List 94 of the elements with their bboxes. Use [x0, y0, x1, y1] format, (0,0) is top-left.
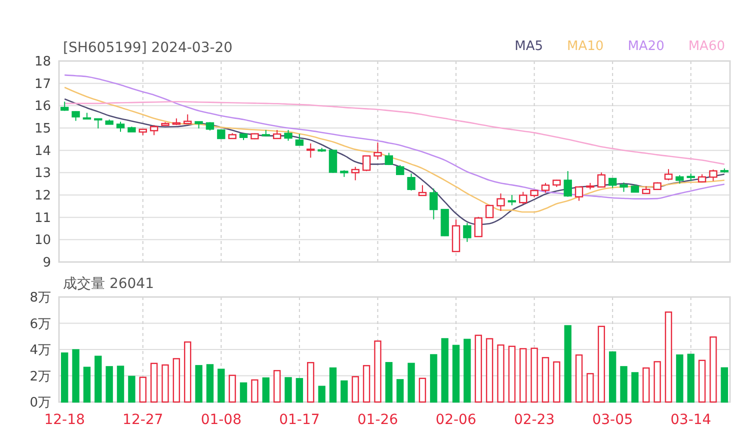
bar [542, 357, 550, 403]
bar [251, 379, 258, 403]
y-tick-label: 4万 [30, 343, 51, 358]
bar [352, 376, 359, 403]
text: MA20 [628, 39, 664, 54]
y-tick-label: 15 [34, 122, 51, 137]
x-tick-label: 01-17 [279, 412, 320, 428]
y-tick-label: 11 [34, 210, 51, 226]
bar [83, 366, 91, 403]
chart-title: [SH605199] 2024-03-20 [63, 40, 233, 56]
x-tick-label: 12-18 [44, 412, 85, 428]
y-tick-label: 13 [34, 166, 51, 182]
y-tick-label: 10 [34, 233, 51, 248]
bar [441, 338, 448, 403]
bar [362, 365, 370, 403]
chart-title: 成交量 26041 [63, 276, 154, 292]
bar [72, 349, 80, 403]
bar [642, 367, 650, 403]
bar [206, 364, 214, 403]
y-tick-label: 12 [34, 188, 51, 204]
bar [553, 361, 560, 403]
x-tick-label: 02-06 [436, 412, 476, 428]
bar [452, 344, 460, 403]
bar [106, 366, 113, 403]
text: MA5 [514, 39, 544, 54]
bar [598, 326, 605, 403]
bar [307, 362, 314, 403]
bar [139, 376, 146, 403]
line-series [64, 98, 726, 226]
bar [720, 367, 728, 403]
bar [530, 348, 538, 403]
bar [520, 348, 527, 403]
bar [284, 377, 292, 403]
bar [586, 373, 594, 403]
bar [464, 338, 471, 403]
bar [60, 352, 68, 403]
y-tick-label: 9 [42, 256, 51, 271]
bar [374, 340, 382, 403]
bar [162, 364, 169, 403]
bar [474, 334, 482, 403]
bar [408, 362, 415, 403]
bar [654, 361, 661, 403]
y-tick-label: 16 [34, 99, 51, 114]
bar [318, 386, 326, 403]
bar [497, 344, 504, 403]
y-tick-label: 0万 [30, 396, 51, 411]
bar [340, 380, 348, 403]
x-tick-label: 12-27 [122, 412, 164, 428]
text: MA60 [688, 39, 725, 54]
bar [240, 382, 248, 403]
bar [418, 378, 426, 403]
text: MA10 [567, 39, 604, 54]
line-series [64, 100, 726, 165]
bar [710, 336, 717, 403]
bar [396, 379, 404, 403]
bar [150, 362, 158, 403]
y-tick-label: 17 [34, 76, 51, 92]
bar [631, 372, 639, 403]
bar [698, 360, 706, 403]
bar [172, 358, 180, 403]
x-tick-label: 01-26 [357, 412, 398, 428]
bar [687, 354, 694, 403]
y-tick-label: 2万 [30, 369, 51, 384]
bar [385, 362, 393, 403]
line-series [64, 74, 726, 200]
bar [218, 368, 225, 403]
bar [508, 346, 516, 403]
bar [273, 370, 281, 403]
bar [329, 367, 337, 403]
x-tick-label: 03-14 [670, 412, 712, 428]
bar [184, 341, 192, 403]
bar [676, 354, 684, 403]
bar [608, 351, 616, 403]
bar [94, 356, 102, 403]
bar [564, 325, 572, 403]
bar [575, 354, 583, 403]
line-series [64, 86, 726, 213]
x-tick-label: 03-05 [592, 412, 633, 428]
bar [228, 374, 236, 403]
bar [116, 366, 124, 403]
bar [195, 365, 202, 403]
x-tick-label: 01-08 [200, 412, 242, 428]
y-tick-label: 18 [34, 54, 51, 70]
x-tick-label: 02-23 [514, 412, 555, 428]
bar [664, 311, 672, 403]
bar [262, 377, 270, 403]
bar [620, 366, 628, 403]
y-tick-label: 14 [34, 144, 51, 159]
y-tick-label: 6万 [30, 316, 51, 332]
y-tick-label: 8万 [30, 290, 51, 306]
bar [430, 354, 438, 403]
bar [296, 378, 304, 403]
bar [128, 376, 136, 403]
bar [486, 338, 494, 403]
